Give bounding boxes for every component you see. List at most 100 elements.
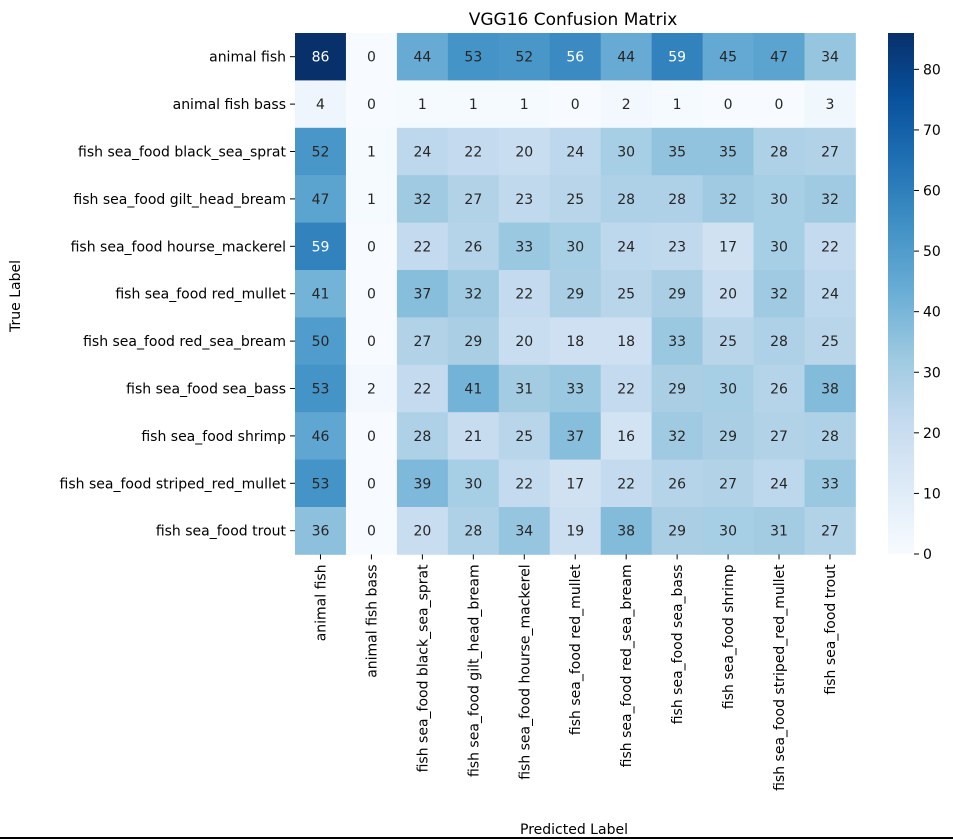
cell-value-label: 34 [821, 50, 839, 66]
heatmap-cell [498, 33, 551, 81]
heatmap-cell [753, 175, 805, 223]
heatmap-cell [345, 317, 398, 366]
heatmap-cell [447, 33, 500, 81]
y-axis-label: True Label [8, 260, 24, 333]
heatmap-cells [295, 33, 856, 555]
cell-value-label: 22 [617, 382, 635, 398]
heatmap-cell [345, 270, 398, 318]
heatmap-cell [753, 33, 805, 81]
cell-value-label: 30 [566, 239, 584, 255]
cell-value-label: 33 [821, 476, 839, 492]
heatmap-cell [600, 175, 653, 223]
heatmap-cell [651, 175, 703, 223]
heatmap-cell [396, 80, 449, 129]
heatmap-cell [753, 507, 805, 555]
cell-value-label: 0 [367, 476, 376, 492]
heatmap-cell [753, 127, 805, 176]
heatmap-cell [549, 80, 602, 129]
colorbar-tick-label: 70 [923, 123, 941, 139]
y-tick-label: fish sea_food red_mullet [115, 287, 286, 303]
x-tick-label: fish sea_food gilt_head_bream [466, 564, 482, 777]
cell-value-label: 27 [464, 192, 482, 208]
heatmap-cell [498, 364, 551, 413]
cell-value-label: 31 [770, 524, 788, 540]
cell-value-label: 35 [719, 145, 737, 161]
x-axis-ticks: animal fish animal fish bass fish sea_food… [313, 554, 839, 791]
heatmap-cell [295, 459, 347, 508]
colorbar-tick-label: 10 [923, 486, 941, 502]
heatmap-cell [345, 364, 398, 413]
cell-value-label: 52 [312, 145, 330, 161]
x-tick-label: animal fish bass [364, 564, 380, 677]
heatmap-cell [549, 127, 602, 176]
cell-value-label: 18 [566, 334, 584, 350]
y-tick-label: fish sea_food hourse_mackerel [71, 239, 286, 255]
cell-value-label: 17 [719, 239, 737, 255]
cell-value-label: 41 [312, 287, 330, 303]
heatmap-cell [447, 507, 500, 555]
cell-value-label: 28 [668, 192, 686, 208]
heatmap-cell [651, 317, 703, 366]
heatmap-cell [651, 364, 703, 413]
heatmap-cell [447, 127, 500, 176]
cell-value-label: 0 [724, 97, 733, 113]
cell-value-label: 47 [312, 192, 330, 208]
cell-value-label: 25 [719, 334, 737, 350]
heatmap-cell [447, 222, 500, 271]
heatmap-cell [702, 33, 754, 81]
cell-value-label: 59 [668, 50, 686, 66]
heatmap-cell [396, 222, 449, 271]
cell-value-label: 46 [312, 429, 330, 445]
x-tick-label: fish sea_food red_sea_bream [619, 564, 635, 767]
heatmap-cell [345, 33, 398, 81]
heatmap-cell [804, 222, 856, 271]
heatmap-cell [804, 270, 856, 318]
heatmap-cell [549, 33, 602, 81]
cell-value-label: 29 [719, 429, 737, 445]
heatmap-cell [447, 412, 500, 460]
cell-value-label: 35 [668, 145, 686, 161]
heatmap-cell [345, 459, 398, 508]
heatmap-cell [753, 459, 805, 508]
cell-value-label: 24 [770, 476, 788, 492]
heatmap-cell [498, 412, 551, 460]
y-tick-label: fish sea_food black_sea_sprat [78, 145, 286, 161]
x-tick-label: fish sea_food trout [823, 564, 839, 695]
cell-value-label: 44 [413, 50, 431, 66]
cell-value-label: 31 [515, 382, 533, 398]
heatmap-cell [295, 80, 347, 129]
heatmap-cell [702, 222, 754, 271]
cell-value-label: 26 [770, 382, 788, 398]
cell-value-label: 25 [515, 429, 533, 445]
heatmap-cell [600, 80, 653, 129]
heatmap-cell [549, 364, 602, 413]
heatmap-cell [651, 127, 703, 176]
heatmap-cell [702, 270, 754, 318]
heatmap-cell [804, 459, 856, 508]
heatmap-cell [600, 222, 653, 271]
heatmap-cell [396, 33, 449, 81]
heatmap-cell [753, 364, 805, 413]
cell-value-label: 33 [566, 382, 584, 398]
cell-value-label: 29 [464, 334, 482, 350]
heatmap-cell [295, 317, 347, 366]
heatmap-cell [345, 412, 398, 460]
heatmap-cell [396, 507, 449, 555]
heatmap-cell [753, 80, 805, 129]
heatmap-cell [549, 317, 602, 366]
cell-value-label: 0 [367, 97, 376, 113]
heatmap-cell [549, 412, 602, 460]
cell-value-label: 22 [821, 239, 839, 255]
cell-value-label: 22 [617, 476, 635, 492]
heatmap-cell [600, 270, 653, 318]
cell-value-label: 30 [770, 192, 788, 208]
cell-value-label: 20 [413, 524, 431, 540]
cell-value-label: 27 [770, 429, 788, 445]
cell-value-label: 33 [515, 239, 533, 255]
heatmap-cell [498, 175, 551, 223]
cell-value-label: 1 [673, 97, 682, 113]
heatmap-cell [295, 412, 347, 460]
cell-annotations: 86 0 44 53 52 56 44 59 45 47 344 0 1 1 1 0 2 1 0 0 352 1 24 22 2… [312, 50, 839, 540]
heatmap-cell [295, 507, 347, 555]
cell-value-label: 47 [770, 50, 788, 66]
